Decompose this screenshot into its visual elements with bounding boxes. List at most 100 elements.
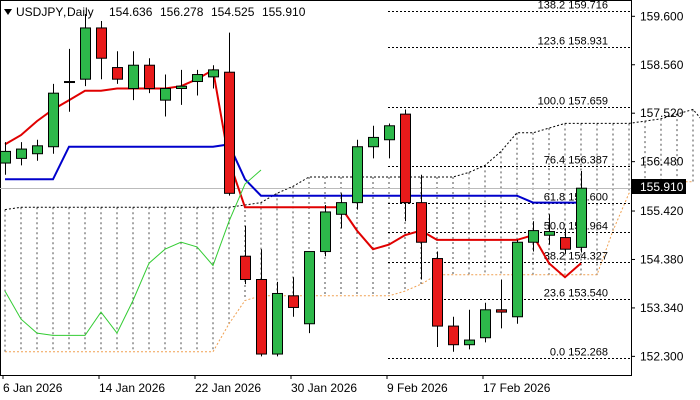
candle[interactable] — [368, 125, 379, 159]
fib-level-label: 61.8 155.600 — [544, 192, 608, 204]
candle-body — [496, 309, 507, 313]
candle[interactable] — [496, 279, 507, 329]
price-tick-label: 156.480 — [640, 155, 684, 169]
price-tick-label: 154.380 — [640, 252, 684, 266]
candle[interactable] — [336, 193, 347, 229]
candle-body — [560, 237, 571, 250]
candle-body — [576, 187, 587, 248]
open-value: 154.636 — [109, 5, 153, 19]
candle[interactable] — [480, 302, 491, 343]
candle[interactable] — [80, 13, 91, 87]
candle-body — [512, 241, 523, 318]
candle[interactable] — [48, 83, 59, 154]
candle-body — [176, 85, 187, 90]
candle[interactable] — [16, 142, 27, 166]
price-tag-box — [632, 179, 686, 194]
time-tick-label: 6 Jan 2026 — [3, 381, 63, 395]
candle[interactable] — [384, 123, 395, 159]
candle-body — [112, 67, 123, 80]
candle[interactable] — [0, 142, 11, 175]
chart-header: USDJPY , Daily 154.636 156.278 154.525 1… — [4, 5, 306, 19]
candle-body — [0, 150, 11, 164]
candle[interactable] — [96, 20, 107, 80]
candle[interactable] — [176, 69, 187, 105]
candle-body — [96, 27, 107, 59]
candle[interactable] — [544, 214, 555, 245]
senkou-span-b — [5, 181, 693, 353]
dropdown-triangle-icon[interactable] — [4, 9, 12, 15]
candle-body — [368, 136, 379, 148]
candle-body — [288, 295, 299, 308]
candle[interactable] — [400, 109, 411, 222]
candle[interactable] — [144, 58, 155, 94]
candle[interactable] — [352, 139, 363, 210]
candle-body — [272, 292, 283, 355]
candle[interactable] — [224, 32, 235, 196]
current-price-tag: 155.910 — [632, 179, 686, 194]
candle[interactable] — [512, 239, 523, 324]
price-tick-label: 155.420 — [640, 204, 684, 218]
candle[interactable] — [256, 249, 267, 357]
candle[interactable] — [304, 251, 315, 334]
candle-body — [256, 279, 267, 355]
high-value: 156.278 — [160, 5, 204, 19]
candle-body — [384, 125, 395, 141]
candle-body — [544, 231, 555, 236]
candle-body — [128, 64, 139, 90]
time-tick-label: 30 Jan 2026 — [291, 381, 357, 395]
candle[interactable] — [192, 69, 203, 96]
candle-body — [320, 211, 331, 253]
candle[interactable] — [432, 251, 443, 348]
time-axis: 6 Jan 2026 14 Jan 2026 22 Jan 2026 30 Jan 2… — [0, 375, 631, 395]
candle[interactable] — [320, 204, 331, 257]
time-tick-label: 9 Feb 2026 — [387, 381, 448, 395]
time-tick-label: 22 Jan 2026 — [195, 381, 261, 395]
time-tick-label: 14 Jan 2026 — [99, 381, 165, 395]
low-value: 154.525 — [211, 5, 255, 19]
candle[interactable] — [272, 281, 283, 357]
candle[interactable] — [160, 74, 171, 117]
candle-body — [352, 146, 363, 204]
price-tick-label: 157.520 — [640, 106, 684, 120]
candle-body — [16, 148, 27, 159]
chikou-span-line — [4, 169, 262, 336]
symbol-label: USDJPY — [16, 5, 63, 19]
candlesticks[interactable] — [0, 13, 587, 357]
candle-body — [464, 339, 475, 346]
candle[interactable] — [416, 174, 427, 280]
candle-body — [304, 251, 315, 325]
candle[interactable] — [288, 277, 299, 317]
candle[interactable] — [208, 65, 219, 89]
current-price-label: 155.910 — [640, 180, 684, 194]
time-tick-label: 17 Feb 2026 — [483, 381, 551, 395]
candle[interactable] — [448, 316, 459, 352]
candle-body — [448, 325, 459, 346]
candle-body — [160, 88, 171, 101]
candle[interactable] — [128, 51, 139, 101]
candle[interactable] — [240, 225, 251, 285]
fib-level-label: 76.4 156.387 — [544, 155, 608, 167]
candle[interactable] — [464, 309, 475, 350]
candle-body — [192, 74, 203, 83]
senkou-span-a — [4, 108, 700, 211]
price-tick-label: 158.560 — [640, 58, 684, 72]
candle[interactable] — [576, 170, 587, 253]
close-value: 155.910 — [262, 5, 306, 19]
candle-body — [336, 202, 347, 215]
price-axis: 159.600 158.560 157.520 156.480 155.420 154.3… — [631, 0, 684, 375]
candle-body — [400, 113, 411, 204]
candle[interactable] — [64, 48, 75, 112]
candle[interactable] — [528, 221, 539, 252]
candle[interactable] — [560, 228, 571, 254]
candle-body — [144, 64, 155, 90]
candle-body — [64, 81, 75, 84]
fib-level-label: 100.0 157.659 — [538, 96, 608, 108]
candle[interactable] — [112, 51, 123, 84]
header-comma: , — [63, 5, 66, 19]
candle-body — [32, 145, 43, 155]
indicator-lines — [4, 68, 582, 336]
candle[interactable] — [32, 139, 43, 161]
candle-body — [48, 92, 59, 148]
